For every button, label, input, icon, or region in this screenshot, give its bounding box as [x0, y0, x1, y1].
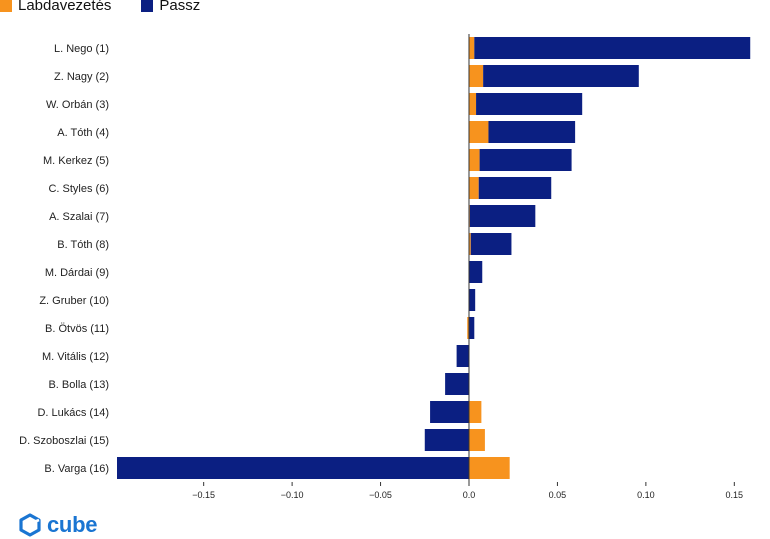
bar-passz-c-styles-6 — [478, 177, 552, 199]
bar-passz-b-otvos-11 — [468, 317, 475, 339]
x-tick-label-3: 0.0 — [463, 490, 476, 500]
bar-passz-b-bolla-13 — [445, 373, 469, 395]
category-label-z-gruber-10: Z. Gruber (10) — [39, 295, 109, 307]
bar-passz-m-vitalis-12 — [456, 345, 469, 367]
bar-labdavezetes-b-toth-8 — [468, 233, 471, 255]
cube-logo-text: cube — [47, 512, 98, 537]
bar-passz-d-lukacs-14 — [430, 401, 469, 423]
bar-labdavezetes-d-lukacs-14 — [468, 401, 482, 423]
cube-logo: cube — [18, 512, 97, 538]
bar-passz-l-nego-1 — [474, 37, 751, 59]
category-label-b-bolla-13: B. Bolla (13) — [48, 379, 109, 391]
x-tick-label-6: 0.15 — [726, 490, 744, 500]
bar-labdavezetes-a-toth-4 — [468, 121, 489, 143]
bar-passz-m-dardai-9 — [468, 261, 483, 283]
bar-passz-b-varga-16 — [117, 457, 469, 479]
category-label-a-toth-4: A. Tóth (4) — [57, 127, 109, 139]
bar-labdavezetes-m-kerkez-5 — [468, 149, 480, 171]
x-tick-label-0: −0.15 — [192, 490, 215, 500]
category-label-a-szalai-7: A. Szalai (7) — [49, 211, 109, 223]
bar-labdavezetes-z-nagy-2 — [468, 65, 484, 87]
cube-logo-icon — [19, 513, 41, 537]
legend-swatch-passz — [141, 0, 154, 12]
legend-label-passz: Passz — [159, 0, 201, 14]
category-label-w-orban-3: W. Orbán (3) — [46, 99, 109, 111]
bar-labdavezetes-w-orban-3 — [468, 93, 477, 115]
bar-passz-d-szoboszlai-15 — [424, 429, 469, 451]
legend-swatch-labdavezetes — [0, 0, 12, 12]
legend: Labdavezetés Passz — [0, 0, 200, 14]
bar-passz-m-kerkez-5 — [479, 149, 572, 171]
category-label-b-varga-16: B. Varga (16) — [44, 463, 109, 475]
bar-passz-b-toth-8 — [470, 233, 512, 255]
category-label-d-lukacs-14: D. Lukács (14) — [37, 407, 109, 419]
category-label-l-nego-1: L. Nego (1) — [54, 43, 109, 55]
category-label-m-dardai-9: M. Dárdai (9) — [45, 267, 109, 279]
bar-labdavezetes-d-szoboszlai-15 — [468, 429, 485, 451]
legend-item-labdavezetes[interactable]: Labdavezetés — [0, 0, 111, 14]
category-label-b-toth-8: B. Tóth (8) — [57, 239, 109, 251]
category-label-m-vitalis-12: M. Vitális (12) — [42, 351, 109, 363]
bar-passz-a-szalai-7 — [469, 205, 536, 227]
bar-labdavezetes-b-varga-16 — [468, 457, 510, 479]
x-tick-label-5: 0.10 — [637, 490, 655, 500]
category-label-d-szoboszlai-15: D. Szoboszlai (15) — [19, 435, 109, 447]
bar-labdavezetes-l-nego-1 — [468, 37, 475, 59]
bar-labdavezetes-c-styles-6 — [468, 177, 479, 199]
x-tick-label-4: 0.05 — [549, 490, 567, 500]
x-tick-label-1: −0.10 — [281, 490, 304, 500]
legend-label-labdavezetes: Labdavezetés — [18, 0, 112, 14]
bar-labdavezetes-b-otvos-11 — [467, 317, 469, 339]
bar-passz-w-orban-3 — [476, 93, 583, 115]
bar-passz-a-toth-4 — [488, 121, 576, 143]
category-label-z-nagy-2: Z. Nagy (2) — [54, 71, 109, 83]
category-label-b-otvos-11: B. Ötvös (11) — [45, 323, 109, 335]
bar-passz-z-gruber-10 — [468, 289, 476, 311]
bar-passz-z-nagy-2 — [483, 65, 639, 87]
x-tick-label-2: −0.05 — [369, 490, 392, 500]
category-label-m-kerkez-5: M. Kerkez (5) — [43, 155, 109, 167]
category-label-c-styles-6: C. Styles (6) — [48, 183, 109, 195]
legend-item-passz[interactable]: Passz — [141, 0, 200, 14]
